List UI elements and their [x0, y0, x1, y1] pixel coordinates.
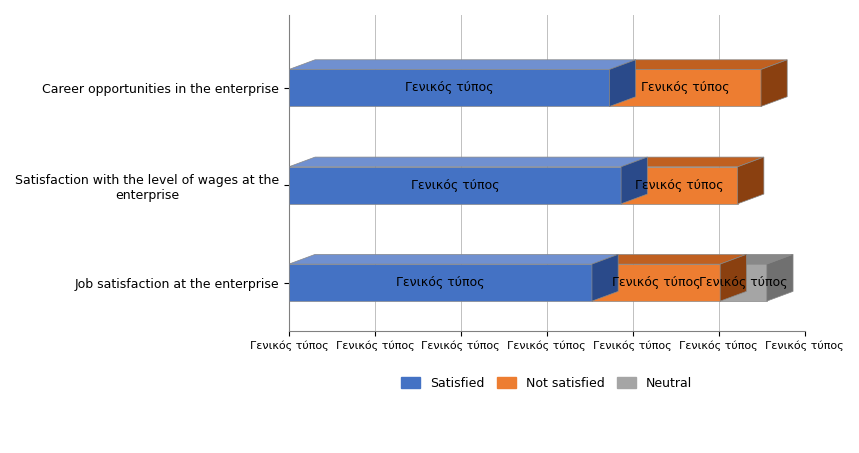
Text: Γενικός τύπος: Γενικός τύπος [411, 179, 499, 192]
Text: Γενικός τύπος: Γενικός τύπος [612, 276, 700, 289]
Text: Γενικός τύπος: Γενικός τύπος [405, 82, 493, 95]
Polygon shape [592, 255, 746, 264]
Polygon shape [761, 60, 787, 106]
Polygon shape [609, 60, 636, 106]
Polygon shape [720, 255, 746, 301]
Polygon shape [767, 255, 793, 301]
Text: Γενικός τύπος: Γενικός τύπος [635, 179, 723, 192]
Polygon shape [621, 157, 764, 167]
Polygon shape [289, 167, 621, 204]
Polygon shape [289, 69, 609, 106]
Polygon shape [592, 264, 720, 301]
Polygon shape [289, 60, 636, 69]
Polygon shape [609, 69, 761, 106]
Text: Γενικός τύπος: Γενικός τύπος [396, 276, 484, 289]
Polygon shape [289, 157, 648, 167]
Polygon shape [720, 264, 767, 301]
Polygon shape [289, 264, 592, 301]
Text: Γενικός τύπος: Γενικός τύπος [641, 82, 729, 95]
Legend: Satisfied, Not satisfied, Neutral: Satisfied, Not satisfied, Neutral [397, 371, 698, 395]
Text: Γενικός τύπος: Γενικός τύπος [699, 276, 788, 289]
Polygon shape [289, 255, 618, 264]
Polygon shape [738, 157, 764, 204]
Polygon shape [609, 60, 787, 69]
Polygon shape [621, 157, 648, 204]
Polygon shape [621, 167, 738, 204]
Polygon shape [592, 255, 618, 301]
Polygon shape [720, 255, 793, 264]
